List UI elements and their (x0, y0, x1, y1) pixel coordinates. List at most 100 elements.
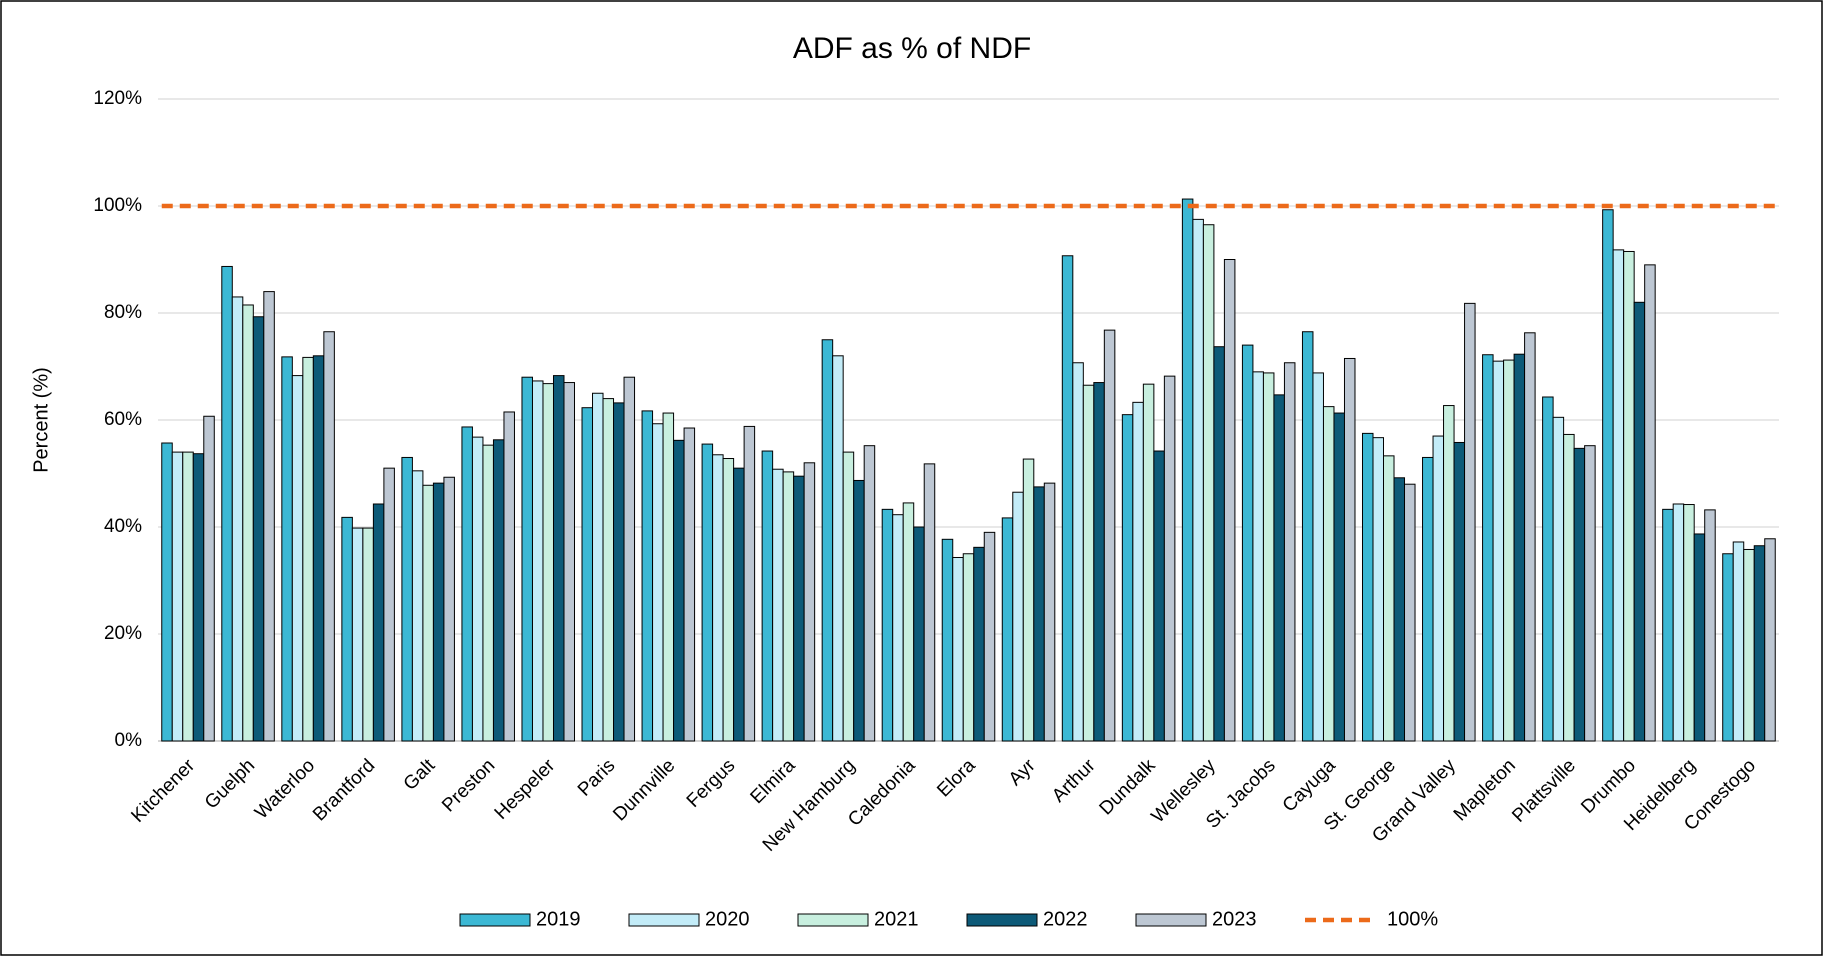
bar (1393, 477, 1406, 742)
bar (592, 392, 604, 742)
bar (1241, 344, 1254, 742)
y-tick-label: 100% (93, 195, 142, 216)
y-axis-label: Percent (%) (30, 367, 52, 473)
bar (252, 316, 265, 742)
bar (1043, 482, 1056, 742)
bar (1033, 486, 1045, 742)
bar (411, 470, 424, 742)
bar (1453, 441, 1466, 742)
y-tick-label: 80% (104, 302, 142, 323)
bar (1764, 538, 1776, 742)
bar (683, 427, 696, 742)
bar (1343, 357, 1356, 742)
bar (1093, 382, 1105, 742)
bar (1563, 433, 1575, 742)
bar (1753, 545, 1766, 742)
bar (1602, 209, 1614, 742)
bar (962, 553, 975, 742)
bar (722, 458, 735, 742)
bar (1404, 483, 1416, 742)
bar (1662, 508, 1674, 742)
bar (422, 484, 434, 742)
bar (1103, 329, 1116, 742)
bar (623, 376, 636, 742)
bar (821, 339, 834, 742)
bar (613, 402, 625, 742)
bar (1542, 396, 1554, 742)
bar (1482, 354, 1494, 742)
bar (203, 415, 215, 742)
bar (1001, 517, 1014, 742)
bar (443, 476, 455, 742)
bar (1743, 548, 1755, 742)
bar (662, 412, 675, 742)
bar (1072, 362, 1084, 742)
bar (863, 445, 876, 742)
bar (701, 443, 714, 742)
y-tick-label: 60% (104, 409, 142, 430)
bar (563, 382, 576, 742)
bar (832, 355, 844, 742)
bar (1683, 504, 1695, 742)
bar (1192, 218, 1204, 742)
bar (1722, 553, 1734, 742)
bar (673, 439, 685, 742)
bar (1163, 375, 1176, 742)
bar (1492, 360, 1505, 742)
bar (1132, 401, 1144, 742)
bar (761, 450, 774, 742)
legend-swatch (966, 913, 1038, 927)
bar (902, 502, 915, 742)
bar (1383, 455, 1395, 742)
bar (1142, 383, 1155, 742)
bar (281, 356, 293, 742)
bar (263, 291, 275, 742)
legend-swatch (459, 913, 531, 927)
bar (842, 451, 855, 742)
bar (923, 463, 936, 742)
bar (733, 467, 745, 742)
bar (1693, 533, 1706, 742)
bar (221, 265, 233, 742)
bar (1312, 372, 1324, 742)
bar (461, 426, 473, 742)
bar (291, 375, 304, 742)
legend-label: 2019 (536, 908, 581, 930)
bar (1372, 437, 1385, 742)
bar (973, 546, 985, 742)
bar (552, 375, 565, 742)
bar (1273, 394, 1285, 742)
legend-label: 2022 (1043, 908, 1088, 930)
bar (1513, 353, 1526, 742)
bar (351, 527, 364, 742)
bar (1573, 447, 1586, 742)
bar (881, 508, 894, 742)
bar (171, 451, 184, 742)
bar (1012, 491, 1024, 742)
bar (503, 411, 515, 742)
bar (1503, 359, 1515, 742)
bar (1262, 372, 1275, 742)
bar (341, 516, 353, 742)
bar (401, 456, 413, 742)
legend-label: 2021 (874, 908, 919, 930)
bar (983, 531, 996, 742)
bar (1432, 435, 1445, 742)
bar (521, 376, 533, 742)
bar (1022, 458, 1035, 742)
bar (1361, 432, 1374, 742)
bar (231, 296, 244, 742)
legend-swatch (1135, 913, 1207, 927)
bar (602, 398, 615, 742)
bar (1322, 406, 1335, 742)
bar (913, 526, 925, 742)
bar (772, 468, 784, 742)
bar (1623, 250, 1635, 742)
bar (1082, 384, 1095, 742)
bar (1213, 346, 1225, 742)
bar (1633, 301, 1646, 742)
bar (302, 356, 314, 742)
bar (1552, 416, 1565, 742)
bar (1252, 371, 1264, 742)
